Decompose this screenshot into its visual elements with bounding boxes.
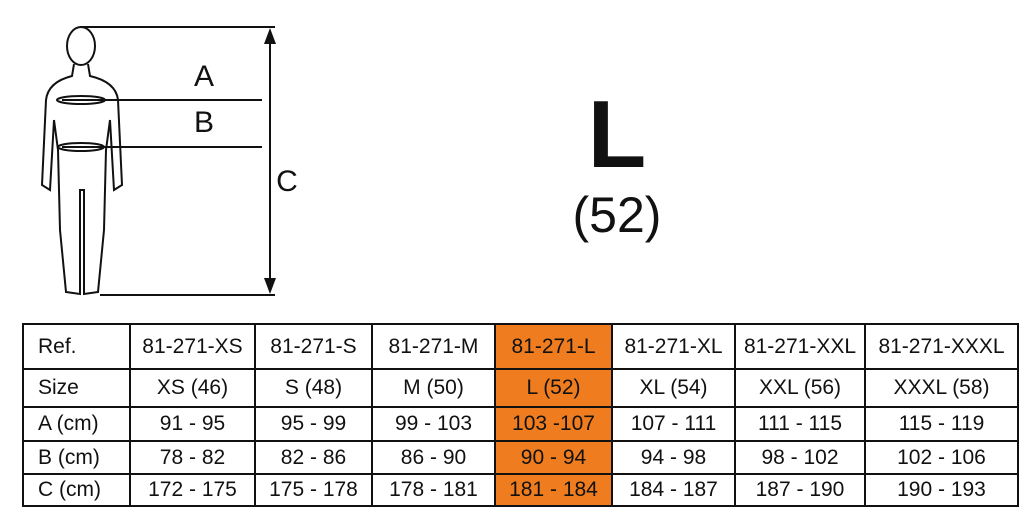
table-cell: 81-271-L <box>494 323 613 370</box>
label-b: B <box>194 106 214 139</box>
table-row: B (cm) 78 - 82 82 - 86 86 - 90 90 - 94 94 - 9… <box>22 440 1019 475</box>
body-diagram: A B C <box>40 26 298 296</box>
table-cell: 81-271-XS <box>129 323 256 370</box>
table-cell: 178 - 181 <box>371 473 496 507</box>
table-cell: 172 - 175 <box>129 473 256 507</box>
table-row: C (cm) 172 - 175 175 - 178 178 - 181 181 - 1… <box>22 473 1019 507</box>
table-cell: 184 - 187 <box>611 473 736 507</box>
table-cell: 81-271-XXL <box>734 323 866 370</box>
table-cell: S (48) <box>254 368 373 408</box>
table-cell: M (50) <box>371 368 496 408</box>
table-cell: 81-271-XL <box>611 323 736 370</box>
table-cell: 95 - 99 <box>254 406 373 442</box>
size-letter: L <box>587 81 647 188</box>
table-cell: 86 - 90 <box>371 440 496 475</box>
table-row: A (cm) 91 - 95 95 - 99 99 - 103 103 -107 107 … <box>22 406 1019 442</box>
table-cell: 99 - 103 <box>371 406 496 442</box>
table-row: Size XS (46) S (48) M (50) L (52) XL (54) XXL … <box>22 368 1019 408</box>
table-cell: 190 - 193 <box>864 473 1019 507</box>
table-row: Ref. 81-271-XS 81-271-S 81-271-M 81-271-L 81-… <box>22 323 1019 370</box>
table-cell: 94 - 98 <box>611 440 736 475</box>
table-cell: XL (54) <box>611 368 736 408</box>
size-number: (52) <box>572 187 662 243</box>
table-cell: 98 - 102 <box>734 440 866 475</box>
table-cell: XXXL (58) <box>864 368 1019 408</box>
table-cell: 102 - 106 <box>864 440 1019 475</box>
table-cell: 90 - 94 <box>494 440 613 475</box>
table-cell: Ref. <box>22 323 131 370</box>
table-cell: C (cm) <box>22 473 131 507</box>
label-a: A <box>194 60 214 93</box>
table-cell: 81-271-M <box>371 323 496 370</box>
table-cell: 78 - 82 <box>129 440 256 475</box>
table-cell: L (52) <box>494 368 613 408</box>
table-cell: 175 - 178 <box>254 473 373 507</box>
table-cell: 82 - 86 <box>254 440 373 475</box>
table-cell: A (cm) <box>22 406 131 442</box>
table-cell: 181 - 184 <box>494 473 613 507</box>
table-cell: 187 - 190 <box>734 473 866 507</box>
size-table: Ref. 81-271-XS 81-271-S 81-271-M 81-271-L 81-… <box>22 323 1019 507</box>
table-cell: 103 -107 <box>494 406 613 442</box>
table-cell: XS (46) <box>129 368 256 408</box>
table-cell: 111 - 115 <box>734 406 866 442</box>
table-cell: 91 - 95 <box>129 406 256 442</box>
label-c: C <box>276 165 298 198</box>
table-cell: B (cm) <box>22 440 131 475</box>
table-cell: 81-271-XXXL <box>864 323 1019 370</box>
table-cell: 81-271-S <box>254 323 373 370</box>
table-cell: Size <box>22 368 131 408</box>
table-cell: 107 - 111 <box>611 406 736 442</box>
table-cell: 115 - 119 <box>864 406 1019 442</box>
table-cell: XXL (56) <box>734 368 866 408</box>
